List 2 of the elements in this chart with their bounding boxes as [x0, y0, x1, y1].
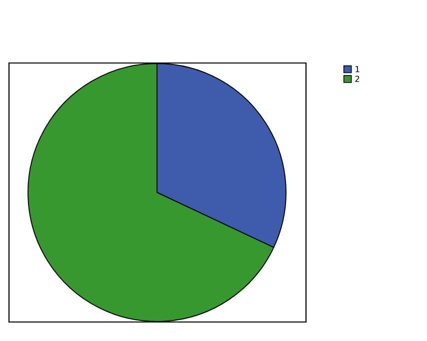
legend-label: 2 — [355, 76, 360, 82]
legend-label: 1 — [356, 66, 360, 72]
